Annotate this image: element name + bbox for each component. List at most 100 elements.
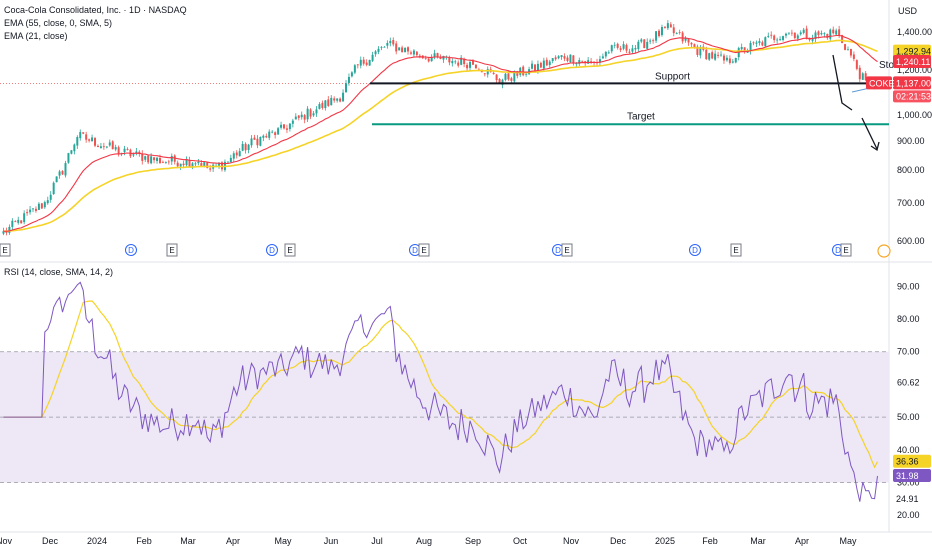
candle-body	[43, 202, 46, 208]
candle-body	[203, 162, 206, 167]
candle-body	[88, 139, 91, 141]
candle-body	[498, 79, 501, 84]
candle-body	[787, 32, 790, 34]
candle-body	[256, 138, 259, 146]
candle-body	[232, 153, 235, 159]
candle-body	[277, 128, 280, 135]
candle-body	[241, 143, 244, 151]
earnings-marker-label: E	[843, 246, 848, 255]
candle-body	[563, 56, 566, 59]
candle-body	[389, 40, 392, 44]
drawn-arrow-down	[832, 54, 853, 111]
candle-body	[350, 72, 353, 77]
candle-body	[471, 61, 474, 65]
month-tick-label: Jul	[371, 536, 383, 546]
candle-body	[631, 48, 634, 52]
candle-body	[557, 56, 560, 59]
candle-body	[672, 27, 675, 34]
earnings-marker	[840, 243, 852, 257]
currency-label[interactable]: USD	[898, 6, 918, 16]
month-tick-label: Aug	[416, 536, 432, 546]
candle-body	[209, 168, 212, 170]
candle-body	[409, 52, 412, 54]
candle-body	[507, 73, 510, 80]
candle-body	[153, 157, 156, 161]
candle-body	[782, 36, 785, 40]
candle-body	[728, 58, 731, 63]
month-tick-label: Mar	[750, 536, 766, 546]
candle-body	[167, 161, 170, 163]
candle-body	[436, 53, 439, 57]
candle-body	[430, 57, 433, 62]
dividend-marker-label: D	[412, 246, 418, 255]
candle-body	[46, 200, 49, 204]
dividend-marker-label: D	[692, 246, 698, 255]
candle-body	[483, 73, 486, 75]
earnings-marker	[418, 243, 430, 257]
candle-body	[114, 147, 117, 150]
candle-body	[309, 109, 312, 117]
candle-body	[601, 56, 604, 59]
candle-body	[99, 146, 102, 149]
candle-body	[604, 51, 607, 57]
candle-body	[678, 32, 681, 33]
candle-body	[433, 53, 436, 58]
target-arrow-head	[870, 141, 880, 152]
candle-body	[802, 29, 805, 33]
candle-body	[111, 141, 114, 150]
earnings-marker	[166, 243, 178, 257]
rsi-ma-badge-bg	[893, 454, 931, 468]
candle-body	[764, 37, 767, 47]
candle-body	[226, 161, 229, 163]
dividend-marker-label: D	[555, 246, 561, 255]
candle-body	[247, 144, 250, 150]
candle-body	[858, 67, 861, 80]
candle-body	[380, 46, 383, 48]
candle-body	[268, 131, 271, 138]
candle-body	[235, 152, 238, 156]
countdown-badge-bg	[893, 90, 931, 103]
candle-body	[823, 33, 826, 35]
candle-body	[333, 98, 336, 101]
candle-body	[52, 182, 55, 195]
candle-body	[61, 171, 64, 175]
candle-body	[643, 39, 646, 49]
rsi-badge: 31.98	[896, 471, 919, 481]
candle-body	[250, 138, 253, 146]
candle-body	[285, 128, 288, 130]
month-tick-label: 2024	[87, 536, 107, 546]
candle-body	[356, 64, 359, 66]
earnings-marker	[284, 243, 296, 257]
candle-body	[188, 160, 191, 167]
candle-body	[170, 156, 173, 162]
candle-body	[303, 115, 306, 120]
candle-body	[26, 212, 29, 214]
candle-body	[371, 54, 374, 61]
month-tick-label: Sep	[465, 536, 481, 546]
candle-body	[740, 47, 743, 50]
candle-body	[811, 37, 814, 41]
candle-body	[229, 157, 232, 162]
candle-body	[2, 231, 5, 234]
rsi-low-badge: 24.91	[896, 494, 919, 504]
rsi-low-badge-bg	[893, 492, 931, 506]
candle-body	[634, 48, 637, 50]
candle-body	[773, 35, 776, 41]
earnings-marker	[561, 243, 573, 257]
earnings-marker	[730, 243, 742, 257]
candle-body	[265, 136, 268, 138]
ema-fast-line	[3, 34, 878, 232]
candle-body	[197, 161, 200, 164]
candle-body	[96, 145, 99, 148]
candle-body	[34, 208, 37, 211]
last-price-badge: 1,137.00	[896, 78, 931, 88]
candle-body	[82, 132, 85, 134]
candle-body	[581, 60, 584, 62]
candle-body	[687, 38, 690, 43]
currency-dollar-icon	[877, 244, 891, 258]
candle-body	[176, 162, 179, 167]
candle-body	[318, 104, 321, 109]
candle-body	[8, 226, 11, 233]
